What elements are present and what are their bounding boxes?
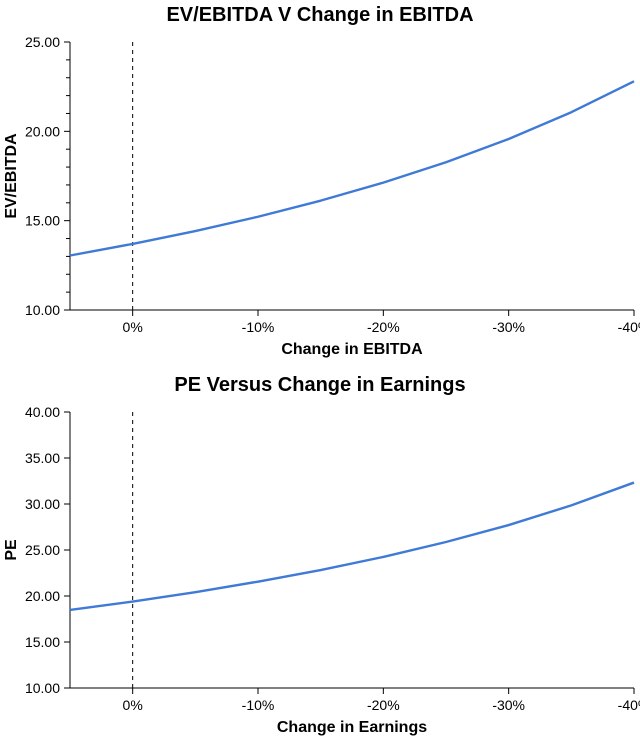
x-axis-label: Change in EBITDA <box>281 341 423 358</box>
x-tick-label: -30% <box>492 319 525 335</box>
x-tick-label: -30% <box>492 697 525 713</box>
x-tick-label: -20% <box>367 319 400 335</box>
data-line <box>70 81 634 255</box>
x-tick-label: -10% <box>242 697 275 713</box>
figure: EV/EBITDA V Change in EBITDA 10.0015.002… <box>0 0 640 748</box>
chart2-svg: 10.00 15.00 20.00 25.00 30.00 35.00 40.00 0% -10… <box>0 370 640 748</box>
y-tick-label: 30.00 <box>25 496 60 512</box>
x-tick-label: -20% <box>367 697 400 713</box>
x-tick-label: 0% <box>123 697 143 713</box>
x-axis-label: Change in Earnings <box>277 719 427 736</box>
y-tick-label: 15.00 <box>25 634 60 650</box>
chart1-svg: 10.00 15.00 20.00 25.00 0% -10% -20% -30% -40% Ch… <box>0 0 640 370</box>
y-tick-label: 10.00 <box>25 680 60 696</box>
y-tick-label: 15.00 <box>25 213 60 229</box>
y-tick-label: 25.00 <box>25 542 60 558</box>
y-tick-label: 20.00 <box>25 123 60 139</box>
x-tick-label: -10% <box>242 319 275 335</box>
y-tick-label: 35.00 <box>25 450 60 466</box>
x-tick-label: -40% <box>618 319 640 335</box>
y-tick-label: 40.00 <box>25 404 60 420</box>
y-axis-label: PE <box>3 539 20 561</box>
data-line <box>70 483 634 610</box>
x-tick-label: -40% <box>618 697 640 713</box>
y-tick-label: 25.00 <box>25 34 60 50</box>
y-axis-label: EV/EBITDA <box>3 133 20 219</box>
x-tick-label: 0% <box>123 319 143 335</box>
chart-pe: PE Versus Change in Earnings 10.0015.002… <box>0 370 640 748</box>
y-tick-label: 10.00 <box>25 302 60 318</box>
chart-ev-ebitda: EV/EBITDA V Change in EBITDA 10.0015.002… <box>0 0 640 370</box>
y-tick-label: 20.00 <box>25 588 60 604</box>
